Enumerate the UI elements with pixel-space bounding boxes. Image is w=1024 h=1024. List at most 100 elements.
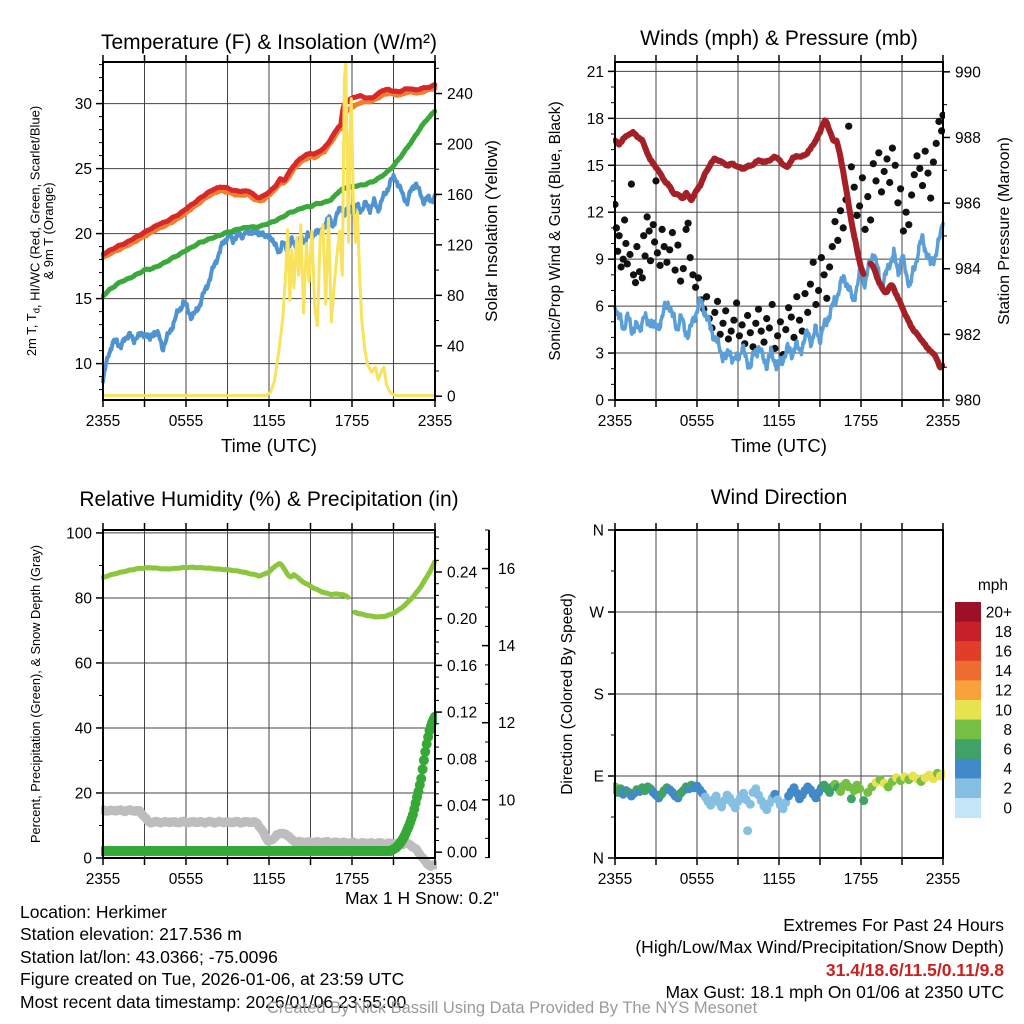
svg-text:0.00: 0.00 xyxy=(447,845,478,862)
svg-text:1755: 1755 xyxy=(335,871,369,888)
svg-text:160: 160 xyxy=(447,187,473,204)
most-recent-data-timestamp: Most recent data timestamp: 2026/01/06 2… xyxy=(20,991,407,1012)
svg-text:200: 200 xyxy=(447,136,473,153)
svg-text:20: 20 xyxy=(75,226,93,243)
svg-text:240: 240 xyxy=(447,86,473,103)
max-gust-label: Max Gust: 18.1 mph On 01/06 at 2350 UTC xyxy=(665,982,1004,1003)
svg-text:2355: 2355 xyxy=(926,413,960,430)
svg-text:10: 10 xyxy=(498,792,516,809)
svg-text:986: 986 xyxy=(955,196,981,213)
svg-text:2355: 2355 xyxy=(86,871,120,888)
svg-text:18: 18 xyxy=(587,111,604,128)
svg-text:15: 15 xyxy=(587,158,604,175)
svg-text:N: N xyxy=(593,851,604,868)
svg-text:40: 40 xyxy=(75,720,93,737)
chart-title-humidity-precip: Relative Humidity (%) & Precipitation (i… xyxy=(79,488,459,511)
svg-text:Solar Insolation (Yellow): Solar Insolation (Yellow) xyxy=(482,140,501,322)
svg-text:0555: 0555 xyxy=(680,413,714,430)
svg-text:Percent, Precipitation (Green): Percent, Precipitation (Green), & Snow D… xyxy=(28,545,43,843)
svg-text:3: 3 xyxy=(595,346,604,363)
extremes-title: Extremes For Past 24 Hours xyxy=(783,915,1004,935)
svg-text:0: 0 xyxy=(447,389,456,406)
wind-direction-chart: 2355 0555 1155 1755 2355 N E S W N Direction (Colo… xyxy=(559,523,1012,889)
svg-text:100: 100 xyxy=(66,525,92,542)
chart-title-winds-pressure: Winds (mph) & Pressure (mb) xyxy=(640,27,918,50)
svg-text:25: 25 xyxy=(75,161,92,178)
svg-text:0.12: 0.12 xyxy=(447,705,477,722)
svg-text:E: E xyxy=(594,769,604,786)
svg-text:980: 980 xyxy=(955,393,981,410)
svg-text:984: 984 xyxy=(955,261,981,278)
svg-text:80: 80 xyxy=(75,590,93,607)
svg-text:Time (UTC): Time (UTC) xyxy=(731,435,827,456)
svg-text:12: 12 xyxy=(995,683,1012,700)
svg-text:1155: 1155 xyxy=(762,413,795,430)
svg-text:12: 12 xyxy=(498,715,515,732)
svg-text:16: 16 xyxy=(498,561,515,578)
station-location: Location: Herkimer xyxy=(20,902,167,922)
svg-text:2355: 2355 xyxy=(418,413,452,430)
svg-text:30: 30 xyxy=(75,96,93,113)
svg-text:0.16: 0.16 xyxy=(447,658,477,675)
svg-text:2355: 2355 xyxy=(926,871,960,888)
svg-text:0: 0 xyxy=(1003,800,1012,817)
svg-text:2355: 2355 xyxy=(598,871,632,888)
svg-text:0.08: 0.08 xyxy=(447,751,477,768)
svg-text:Time (UTC): Time (UTC) xyxy=(221,435,317,456)
svg-text:4: 4 xyxy=(1003,761,1012,778)
extremes-values: 31.4/18.6/11.5/0.11/9.8 xyxy=(825,959,1004,980)
humidity-precip-chart: 2355 0555 1155 1755 2355 0 20 40 60 80 100 0.00 0.04… xyxy=(28,523,516,888)
svg-text:0555: 0555 xyxy=(169,413,203,430)
svg-text:2355: 2355 xyxy=(598,413,632,430)
station-latlon: Station lat/lon: 43.0366; -75.0096 xyxy=(20,946,278,967)
figure-created-timestamp: Figure created on Tue, 2026-01-06, at 23… xyxy=(20,969,405,990)
svg-text:mph: mph xyxy=(978,577,1008,594)
svg-text:9: 9 xyxy=(595,252,604,269)
svg-text:15: 15 xyxy=(75,291,92,308)
svg-text:16: 16 xyxy=(995,644,1012,661)
svg-text:10: 10 xyxy=(995,702,1013,719)
svg-text:2: 2 xyxy=(1003,781,1012,798)
svg-text:20: 20 xyxy=(75,785,93,802)
svg-text:0.24: 0.24 xyxy=(447,565,478,582)
svg-text:Direction (Colored By Speed): Direction (Colored By Speed) xyxy=(559,593,576,795)
svg-text:0555: 0555 xyxy=(680,871,714,888)
svg-text:1755: 1755 xyxy=(844,871,878,888)
svg-text:Sonic/Prop Wind & Gust (Blue,: Sonic/Prop Wind & Gust (Blue, Black) xyxy=(547,101,564,360)
max-1h-snow-label: Max 1 H Snow: 0.2" xyxy=(344,888,499,908)
svg-text:1755: 1755 xyxy=(335,413,369,430)
svg-text:6: 6 xyxy=(1003,742,1012,759)
svg-text:1155: 1155 xyxy=(252,413,285,430)
svg-text:0: 0 xyxy=(595,393,604,410)
chart-title-wind-direction: Wind Direction xyxy=(710,486,848,509)
svg-text:S: S xyxy=(594,687,604,704)
svg-text:80: 80 xyxy=(447,288,465,305)
svg-text:0555: 0555 xyxy=(169,871,203,888)
station-info-block: Location: Herkimer Station elevation: 21… xyxy=(20,901,406,1013)
svg-text:120: 120 xyxy=(447,237,473,254)
credit-line: Created By Nick Bassill Using Data Provi… xyxy=(266,999,758,1017)
svg-text:1755: 1755 xyxy=(844,413,878,430)
svg-text:1155: 1155 xyxy=(252,871,285,888)
svg-text:0: 0 xyxy=(83,851,92,868)
svg-text:60: 60 xyxy=(75,655,93,672)
svg-text:6: 6 xyxy=(595,299,604,316)
svg-text:21: 21 xyxy=(587,64,604,81)
station-elevation: Station elevation: 217.536 m xyxy=(20,924,242,945)
extremes-block: Extremes For Past 24 Hours (High/Low/Max… xyxy=(635,914,1004,1004)
svg-text:14: 14 xyxy=(995,663,1013,680)
svg-text:2m T, Td, HI/WC (Red, Green, S: 2m T, Td, HI/WC (Red, Green, Scarlet/Blu… xyxy=(24,106,43,356)
svg-text:0.04: 0.04 xyxy=(447,798,478,815)
svg-text:990: 990 xyxy=(955,64,981,81)
svg-text:& 9m T (Orange): & 9m T (Orange) xyxy=(41,182,56,279)
svg-text:14: 14 xyxy=(498,638,516,655)
svg-text:2355: 2355 xyxy=(86,413,120,430)
svg-text:12: 12 xyxy=(587,205,604,222)
svg-text:0.20: 0.20 xyxy=(447,611,478,628)
svg-text:40: 40 xyxy=(447,338,465,355)
svg-text:N: N xyxy=(593,523,604,540)
svg-text:1155: 1155 xyxy=(762,871,795,888)
svg-text:2355: 2355 xyxy=(418,871,452,888)
